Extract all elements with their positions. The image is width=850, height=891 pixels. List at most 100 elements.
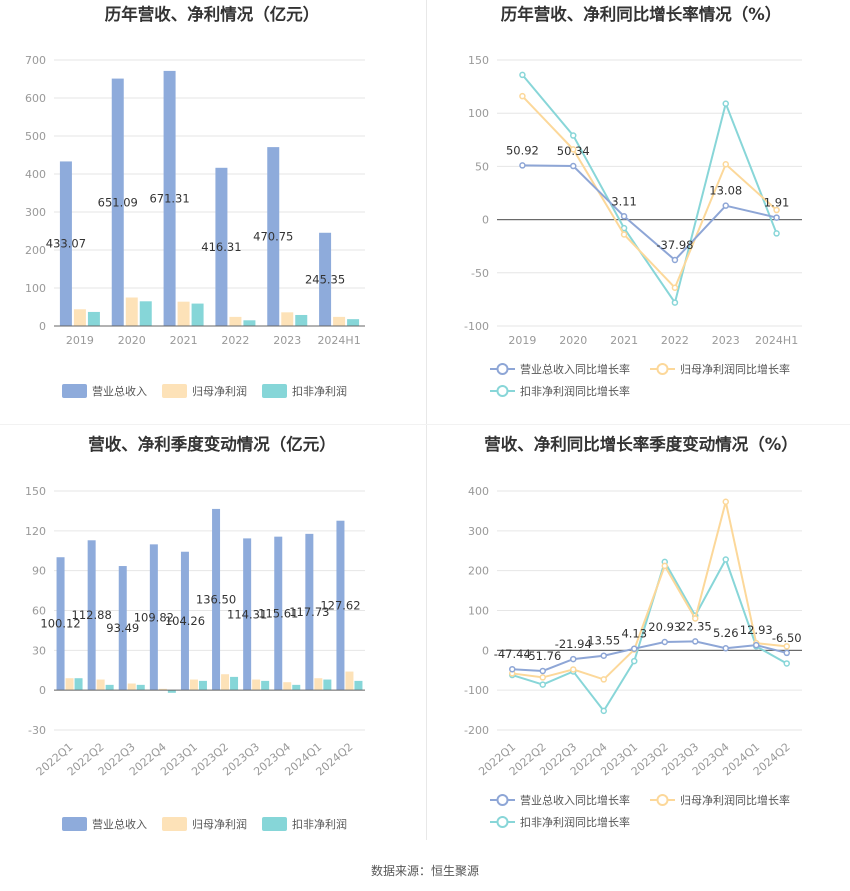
data-label: 245.35 [305,272,345,286]
bar-revenue [59,161,72,326]
legend-label: 归母净利润 [192,384,247,398]
data-label: 112.88 [72,608,112,622]
data-point [539,667,546,675]
y-tick-label: 60 [32,605,46,618]
data-label: 109.82 [134,610,174,624]
bar-net-profit [127,683,136,691]
bar-net-profit [281,312,294,326]
data-label: 50.34 [557,144,590,158]
series-line [511,557,788,713]
data-point [631,657,638,665]
legend-label: 归母净利润 [192,817,247,831]
data-point [600,707,607,715]
data-point [620,224,628,232]
y-tick-label: 150 [25,485,46,498]
data-point [620,213,628,220]
data-label: 127.62 [320,598,360,612]
data-point [570,162,577,170]
data-label: 416.31 [201,240,241,254]
data-point [661,562,668,570]
bar-deducted-profit [354,680,363,691]
legend-label: 扣非净利润同比增长率 [520,384,630,398]
data-label: 4.13 [621,627,647,641]
bar-net-profit [221,674,230,691]
vertical-divider [426,0,427,840]
legend-marker [496,363,509,375]
data-label: -6.50 [772,631,802,645]
bar-revenue [111,78,124,326]
bar-deducted-profit [136,684,145,691]
bar-deducted-profit [295,314,308,326]
legend-swatch [62,384,87,398]
bar-deducted-profit [87,311,100,326]
data-label: 12.93 [740,623,773,637]
bar-deducted-profit [74,678,83,691]
legend-marker [656,363,669,375]
y-tick-label: 600 [25,92,46,105]
y-tick-label: -30 [28,724,46,737]
y-tick-label: 200 [468,565,489,578]
data-label: 114.31 [227,607,267,621]
y-tick-label: 50 [475,160,489,173]
data-point [783,643,790,650]
data-label: 470.75 [253,230,293,244]
y-tick-label: 700 [25,54,46,67]
data-point [783,660,790,667]
data-label: 3.11 [611,194,637,208]
data-label: -51.76 [524,649,561,663]
data-point [570,655,577,663]
bar-deducted-profit [105,684,114,691]
legend-marker [496,816,509,828]
legend-swatch [262,384,287,398]
data-label: 50.92 [506,143,539,157]
bar-net-profit [229,316,242,326]
y-tick-label: 300 [25,206,46,219]
bar-revenue [180,551,189,691]
data-label: 115.61 [258,606,298,620]
bar-deducted-profit [198,680,207,691]
bar-deducted-profit [261,680,270,691]
data-point [600,676,607,683]
data-source-footer: 数据来源：恒生聚源 [370,864,479,878]
bar-revenue [267,147,280,326]
y-tick-label: 0 [39,684,46,697]
bar-revenue [118,566,127,691]
data-point [692,638,699,645]
data-point [722,498,729,506]
y-tick-label: 30 [32,644,46,657]
data-point [773,230,780,237]
data-label: 433.07 [46,237,86,251]
data-point [519,162,526,169]
bar-deducted-profit [191,303,204,326]
bar-net-profit [252,679,261,691]
legend-swatch [162,384,187,398]
data-label: -47.44 [494,647,531,661]
annual-growth-rate-chart: 历年营收、净利同比增长率情况（%） -100 -50 0 50 100 150 2019 202… [425,0,850,430]
x-tick-label: 2020 [559,334,587,347]
legend-label: 归母净利润同比增长率 [680,793,790,807]
bar-net-profit [158,688,167,691]
legend-marker [656,794,669,806]
series-line [521,74,778,305]
data-label: 671.31 [149,191,189,205]
y-tick-label: -50 [471,267,489,280]
data-label: 1.91 [764,196,790,210]
y-tick-label: 90 [32,565,46,578]
series-line [522,164,777,262]
data-point [620,231,628,238]
x-tick-label: 2022 [221,334,249,347]
data-point [753,641,760,649]
bar-revenue [149,544,158,691]
data-point [722,100,729,107]
bar-net-profit [189,679,198,691]
bar-revenue [274,536,283,691]
bar-revenue [212,508,221,691]
bar-revenue [56,557,65,691]
data-point [671,299,679,306]
data-point [722,644,729,652]
quarterly-revenue-profit-chart: 营收、净利季度变动情况（亿元） -30 0 30 60 90 120 150 2022Q1 202… [0,430,425,860]
data-point [570,132,577,139]
quarterly-growth-rate-chart: 营收、净利同比增长率季度变动情况（%） -200 -100 0 100 200 300 400… [425,430,850,860]
y-tick-label: -100 [464,684,489,697]
y-tick-label: 500 [25,130,46,143]
